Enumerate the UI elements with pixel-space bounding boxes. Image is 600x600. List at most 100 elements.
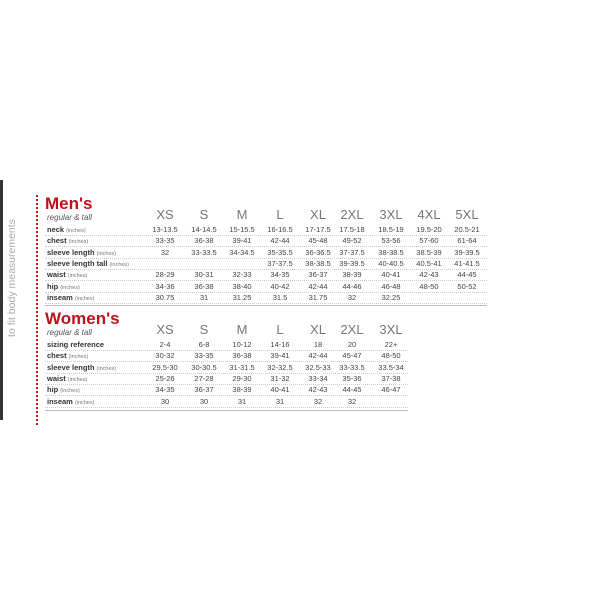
size-header: 2XL [340, 322, 364, 337]
table-cell: 38-40 [232, 281, 252, 291]
table-row: sizing reference 2-4 6-8 10-12 14-16 18 20 22+ [45, 339, 408, 351]
table-row: sleeve length tall (inches) 37-37.5 38-38.5… [45, 258, 487, 270]
table-cell: 34-35 [270, 270, 290, 280]
unit-label: (inches) [60, 284, 80, 291]
table-cell: 29.5-30 [152, 362, 178, 372]
table-cell: 13-13.5 [152, 225, 178, 234]
section-divider [45, 410, 408, 411]
unit-label: (inches) [96, 250, 117, 257]
size-header: M [236, 322, 248, 337]
size-header: 4XL [417, 207, 441, 222]
section-divider [45, 305, 487, 306]
row-label: chest (inches) [47, 350, 88, 363]
table-cell: 28-29 [155, 270, 175, 280]
measurement-name: hip [47, 281, 59, 291]
unit-label: (inches) [68, 239, 89, 246]
table-cell: 42-43 [419, 270, 439, 280]
womens-title: Women's [45, 309, 120, 328]
table-cell: 22+ [384, 340, 398, 349]
womens-size-table: Women's regular & tall XS S M L XL 2XL 3XL sizi… [45, 309, 408, 411]
table-cell: 18.5-19 [378, 225, 404, 234]
measurement-name: waist [47, 373, 66, 383]
size-header: XS [156, 207, 174, 222]
table-cell: 32-33 [232, 270, 252, 280]
measurement-name: waist [47, 270, 66, 280]
table-cell: 20 [347, 340, 357, 349]
table-cell: 25-26 [155, 373, 175, 383]
table-cell: 30 [160, 396, 170, 406]
unit-label: (inches) [67, 273, 88, 280]
table-cell: 32 [347, 292, 357, 302]
row-label: hip (inches) [47, 281, 80, 294]
table-cell: 33-33.5 [191, 247, 217, 257]
table-cell: 40.5-41 [416, 258, 442, 268]
mens-title: Men's [45, 194, 93, 213]
mens-size-table: Men's regular & tall XS S M L XL 2XL 3XL 4XL 5XL… [45, 194, 487, 306]
table-cell: 57-60 [419, 236, 439, 246]
measurement-name: chest [47, 351, 67, 361]
size-header: XS [156, 322, 174, 337]
table-row: inseam (inches) 30 30 31 31 32 32 [45, 396, 408, 408]
table-cell: 37-37.5 [339, 247, 365, 257]
measurement-name: neck [47, 225, 65, 234]
table-cell: 42-44 [308, 351, 328, 361]
row-label: neck (inches) [47, 224, 86, 237]
table-cell: 40-41 [381, 270, 401, 280]
table-cell: 30.75 [155, 292, 175, 302]
table-cell: 44-46 [342, 281, 362, 291]
table-cell: 33-34 [308, 373, 328, 383]
measurement-name: chest [47, 236, 67, 246]
unit-label: (inches) [74, 399, 95, 406]
size-header: S [199, 207, 209, 222]
table-cell: 37-37.5 [267, 258, 293, 268]
table-cell: 30-30.5 [191, 362, 217, 372]
table-row: chest (inches) 33-35 36-38 39-41 42-44 45-48 49… [45, 235, 487, 248]
table-cell: 49-52 [342, 236, 362, 246]
table-cell: 17.5-18 [339, 225, 365, 234]
mens-subtitle: regular & tall [47, 213, 92, 222]
unit-label: (inches) [74, 295, 95, 302]
table-cell: 42-44 [308, 281, 328, 291]
table-cell: 40-41 [270, 385, 290, 395]
table-row: hip (inches) 34-36 36-38 38-40 40-42 42-44 44-4… [45, 281, 487, 293]
row-label: sizing reference [47, 339, 104, 350]
table-cell: 32 [313, 396, 323, 406]
size-header: XL [310, 207, 326, 222]
row-label: sleeve length tall (inches) [47, 258, 129, 271]
table-cell: 38-39 [342, 270, 362, 280]
table-cell: 42-43 [308, 385, 328, 395]
size-header: 5XL [455, 207, 479, 222]
table-cell: 45-48 [308, 236, 328, 246]
table-cell: 31.25 [232, 292, 252, 302]
table-row: inseam (inches) 30.75 31 31.25 31.5 31.75 32 32.… [45, 292, 487, 304]
size-header: 3XL [379, 207, 403, 222]
table-cell: 35-35.5 [267, 247, 293, 257]
size-header: S [199, 322, 209, 337]
table-cell: 39-39.5 [454, 247, 480, 257]
table-cell: 46-47 [381, 385, 401, 395]
size-header: L [276, 207, 284, 222]
measurement-name: inseam [47, 292, 73, 302]
table-cell: 31.75 [308, 292, 328, 302]
table-cell: 32 [160, 247, 170, 257]
row-label: sleeve length (inches) [47, 247, 116, 260]
table-cell: 39-41 [270, 351, 290, 361]
table-cell: 41-41.5 [454, 258, 480, 268]
row-label: inseam (inches) [47, 292, 94, 305]
table-cell: 36-36.5 [305, 247, 331, 257]
measurement-name: sleeve length [47, 247, 95, 257]
table-row: neck (inches) 13-13.5 14-14.5 15-15.5 16-16.5… [45, 224, 487, 236]
table-cell: 31 [199, 292, 209, 302]
measurement-name: hip [47, 385, 59, 395]
table-cell: 32.5-33 [305, 362, 331, 372]
unit-label: (inches) [68, 354, 89, 361]
table-cell: 34-36 [155, 281, 175, 291]
table-row: hip (inches) 34-35 36-37 38-39 40-41 42-43 44-4… [45, 384, 408, 397]
unit-label: (inches) [96, 365, 117, 372]
table-cell: 31 [237, 396, 247, 406]
table-cell: 29-30 [232, 373, 252, 383]
table-cell: 27-28 [194, 373, 214, 383]
table-cell: 30-31 [194, 270, 214, 280]
table-cell: 37-38 [381, 373, 401, 383]
size-header: 3XL [379, 322, 403, 337]
